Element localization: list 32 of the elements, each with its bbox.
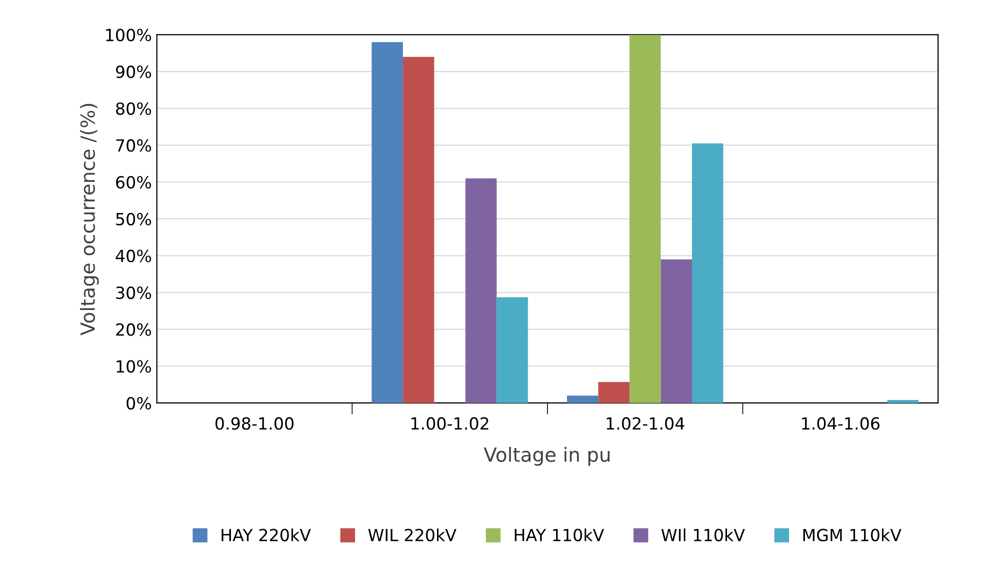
x-tick-label: 1.04-1.06 — [802, 417, 880, 430]
y-tick-label: 60% — [116, 176, 152, 189]
x-tick-label: 1.00-1.02 — [412, 417, 488, 430]
y-tick-label: 30% — [116, 286, 152, 300]
y-tick-label: 50% — [116, 212, 152, 226]
legend-label: WIl 110kV — [661, 528, 745, 542]
legend-label: HAY 220kV — [222, 528, 311, 542]
y-tick-label: 70% — [116, 139, 152, 152]
legend-label: HAY 110kV — [514, 528, 604, 542]
bar — [372, 42, 403, 403]
y-tick-label: 100% — [106, 28, 152, 42]
bar — [496, 297, 528, 403]
legend-label: WIL 220kV — [368, 528, 456, 542]
y-tick-label: 0% — [126, 396, 152, 410]
x-axis-title: Voltage in pu — [484, 446, 610, 466]
y-tick-label: 90% — [116, 66, 152, 78]
bar — [660, 259, 692, 403]
y-tick-label: 80% — [116, 102, 152, 115]
bar — [629, 34, 661, 403]
bar — [887, 400, 919, 403]
y-tick-label: 40% — [116, 250, 152, 262]
bar — [566, 396, 598, 403]
y-tick-label: 20% — [116, 323, 152, 336]
bar — [465, 178, 497, 403]
y-tick-label: 10% — [116, 360, 152, 373]
x-tick-label: 0.98-1.00 — [215, 417, 294, 430]
x-tick-label: 1.02-1.04 — [606, 417, 684, 430]
bar — [598, 382, 630, 403]
bar — [692, 143, 724, 403]
bar — [402, 56, 434, 403]
y-axis-title: Voltage occurrence /(%) — [80, 104, 99, 336]
legend-label: MGM 110kV — [803, 528, 902, 542]
